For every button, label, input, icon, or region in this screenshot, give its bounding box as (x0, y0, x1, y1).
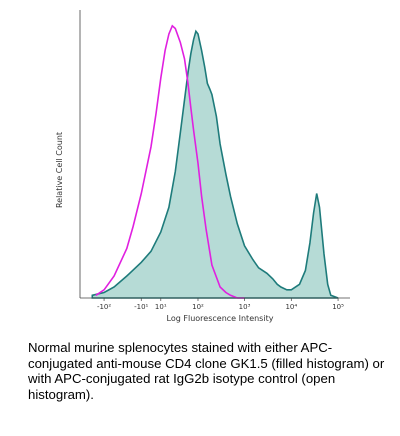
x-tick-label: -10² (97, 303, 111, 311)
plot-area: -10² -10¹ 10¹ 10² 10³ 10⁴ 10⁵ (79, 10, 350, 311)
x-tick-label: 10² (192, 303, 204, 311)
x-tick-label: 10¹ (155, 303, 167, 311)
x-axis-label: Log Fluorescence Intensity (167, 314, 274, 323)
x-tick-label: 10³ (239, 303, 251, 311)
y-axis-label: Relative Cell Count (55, 132, 64, 208)
x-tick-label: 10⁵ (332, 303, 344, 311)
x-ticks: -10² -10¹ 10¹ 10² 10³ 10⁴ 10⁵ (97, 298, 344, 311)
open-histogram (95, 24, 245, 299)
filled-histogram (91, 29, 339, 299)
figure-caption: Normal murine splenocytes stained with e… (28, 340, 385, 402)
series-layer (91, 24, 339, 299)
x-tick-label: -10¹ (134, 303, 148, 311)
x-tick-label: 10⁴ (285, 303, 297, 311)
